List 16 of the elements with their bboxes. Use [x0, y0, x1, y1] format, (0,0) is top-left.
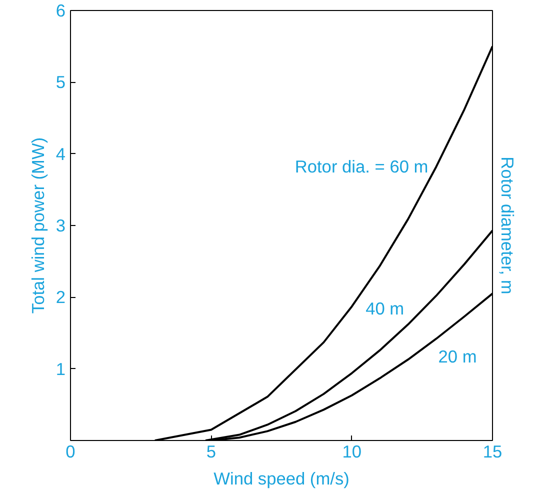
x-tick-label: 5: [206, 442, 216, 462]
y2-axis-title: Rotor diameter, m: [498, 156, 518, 294]
series-label: 40 m: [366, 298, 404, 318]
y-tick-label: 3: [56, 216, 66, 236]
y-tick-label: 5: [56, 72, 66, 92]
y-tick-label: 4: [56, 144, 66, 164]
x-tick-label: 10: [342, 442, 362, 462]
series-label: 20 m: [438, 346, 477, 367]
x-tick-label: 0: [66, 442, 76, 462]
x-axis-title: Wind speed (m/s): [214, 468, 350, 488]
x-tick-label: 15: [482, 442, 502, 462]
y-tick-label: 6: [56, 0, 66, 20]
y-tick-label: 2: [56, 287, 66, 308]
y-axis-title: Total wind power (MW): [28, 137, 48, 314]
series-label: Rotor dia. = 60 m: [294, 156, 428, 177]
y-tick-label: 1: [56, 358, 66, 379]
